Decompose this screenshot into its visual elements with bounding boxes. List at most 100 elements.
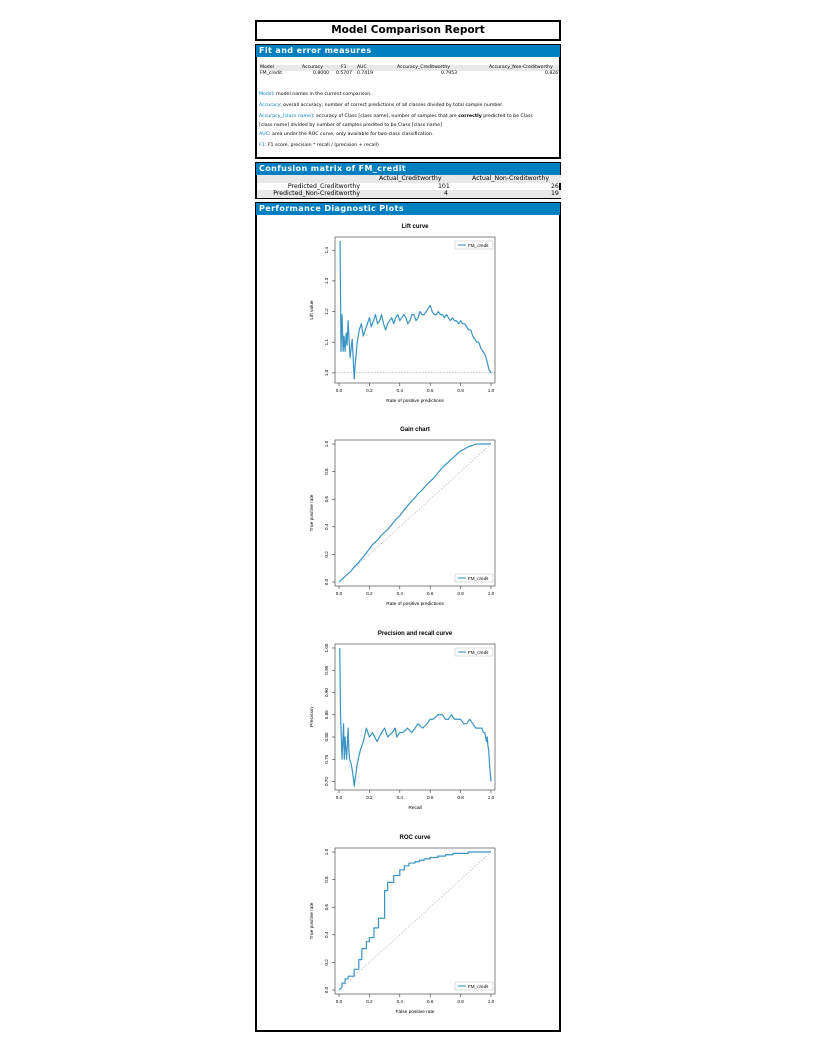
- y-tick-label: 0.90: [324, 688, 329, 697]
- chart-title: Lift curve: [401, 224, 429, 230]
- x-tick-label: 0.8: [457, 999, 464, 1004]
- series-line: [338, 443, 491, 583]
- x-tick-label: 0.2: [366, 999, 373, 1004]
- col-auc: AUC: [357, 65, 367, 70]
- cell-value: 101: [438, 183, 450, 190]
- report-title: Model Comparison Report: [255, 20, 561, 41]
- y-tick-label: 0.75: [324, 754, 329, 763]
- row-label: Predicted_Creditworthy: [287, 183, 360, 190]
- row-label: Predicted_Non-Creditworthy: [273, 190, 360, 197]
- x-tick-label: 0.8: [457, 388, 464, 393]
- x-tick-label: 0.8: [457, 591, 464, 596]
- legend-box: [454, 240, 494, 250]
- x-tick-label: 0.6: [427, 388, 434, 393]
- legend-label: FM_credit: [468, 243, 489, 248]
- y-tick-label: 0.2: [324, 959, 329, 966]
- fit-table-header: Model Accuracy F1 AUC Accuracy_Creditwor…: [259, 65, 559, 71]
- plot-frame: [334, 439, 496, 587]
- diagnostic-plots: Lift curve 0.0 0.2 0.4 0.6 0.8 1.0 1.0 1.1 1.2 1.3…: [309, 224, 496, 1015]
- legend-box: [454, 981, 494, 991]
- x-tick-label: 0.0: [336, 795, 343, 800]
- plot-frame: [334, 236, 496, 384]
- x-tick-label: 0.6: [427, 795, 434, 800]
- y-tick-label: 0.6: [324, 496, 329, 503]
- col-accuracy-creditworthy: Accuracy_Creditworthy: [397, 65, 450, 70]
- cell-value: 26: [551, 183, 559, 190]
- col-accuracy: Accuracy: [302, 65, 323, 70]
- x-tick-label: 0.4: [397, 591, 404, 596]
- table-row: Predicted_Non-Creditworthy 4 19: [257, 190, 561, 198]
- cell-f1: 0.5707: [336, 71, 353, 76]
- y-tick-label: 1.00: [324, 643, 329, 652]
- y-tick-label: 1.0: [324, 848, 329, 855]
- x-tick-label: 0.2: [366, 795, 373, 800]
- x-tick-label: 0.2: [366, 591, 373, 596]
- cell-accuracy-non-creditworthy: 0.8261: [545, 71, 562, 76]
- definition-item: Model: model names in the current compar…: [259, 92, 372, 97]
- reference-line: [338, 443, 492, 583]
- x-tick-label: 0.2: [366, 388, 373, 393]
- y-tick-label: 0.6: [324, 904, 329, 911]
- x-axis-label: False positive rate: [396, 1009, 435, 1015]
- y-tick-label: 0.85: [324, 710, 329, 719]
- confusion-section-heading: Confusion matrix of FM_credit: [255, 162, 561, 175]
- y-tick-label: 1.0: [324, 440, 329, 447]
- y-axis-label: Lift value: [309, 300, 315, 320]
- definition-item: Accuracy_[class name]: accuracy of Class…: [259, 114, 533, 129]
- cell-accuracy: 0.8000: [313, 71, 330, 76]
- x-tick-label: 1.0: [488, 999, 495, 1004]
- series-line: [338, 851, 491, 991]
- legend-box: [454, 647, 494, 657]
- cell-accuracy-creditworthy: 0.7953: [441, 71, 458, 76]
- chart-title: Precision and recall curve: [378, 631, 453, 637]
- y-tick-label: 0.2: [324, 551, 329, 558]
- y-tick-label: 1.4: [324, 247, 329, 254]
- definitions: Model: model names in the current compar…: [259, 90, 559, 151]
- definition-item: F1: F1 score, precision * recall / (prec…: [259, 142, 379, 148]
- x-tick-label: 0.6: [427, 591, 434, 596]
- legend-label: FM_credit: [468, 984, 489, 989]
- x-tick-label: 0.0: [336, 591, 343, 596]
- x-tick-label: 0.0: [336, 388, 343, 393]
- y-tick-label: 0.80: [324, 732, 329, 741]
- x-tick-label: 0.8: [457, 795, 464, 800]
- plots-section: Lift curve 0.0 0.2 0.4 0.6 0.8 1.0 1.0 1.1 1.2 1.3…: [255, 215, 561, 1032]
- definition-item: Accuracy: overall accuracy, number of co…: [259, 102, 504, 108]
- fit-section-heading: Fit and error measures: [255, 44, 561, 57]
- x-axis-label: Rate of positive predictions: [386, 601, 444, 607]
- confusion-matrix: Actual_Creditworthy Actual_Non-Creditwor…: [255, 175, 561, 199]
- definition-item: AUC: area under the ROC curve, only avai…: [259, 132, 434, 138]
- cell-value: 4: [444, 190, 448, 197]
- confusion-header: Actual_Creditworthy Actual_Non-Creditwor…: [257, 175, 561, 183]
- y-tick-label: 0.0: [324, 986, 329, 993]
- col-f1: F1: [341, 65, 347, 70]
- x-tick-label: 0.4: [397, 388, 404, 393]
- cell-auc: 0.7419: [357, 71, 374, 76]
- plot-frame: [334, 643, 496, 791]
- x-axis-label: Recall: [408, 805, 421, 811]
- col-actual-creditworthy: Actual_Creditworthy: [379, 175, 442, 182]
- cell-model: FM_credit: [260, 71, 283, 76]
- y-tick-label: 1.0: [324, 369, 329, 376]
- x-tick-label: 1.0: [488, 795, 495, 800]
- series-line: [339, 647, 492, 787]
- y-axis-label: True positive rate: [309, 902, 315, 939]
- y-tick-label: 0.4: [324, 523, 329, 530]
- y-tick-label: 0.8: [324, 468, 329, 475]
- legend-label: FM_credit: [468, 650, 489, 655]
- table-row: Predicted_Creditworthy 101 26: [257, 183, 561, 191]
- plots-section-heading: Performance Diagnostic Plots: [255, 202, 561, 215]
- reference-line: [338, 851, 492, 991]
- col-model: Model: [260, 65, 274, 70]
- chart-title: Gain chart: [400, 427, 430, 433]
- x-tick-label: 0.0: [336, 999, 343, 1004]
- fit-section: Model Accuracy F1 AUC Accuracy_Creditwor…: [255, 57, 561, 159]
- x-tick-label: 0.4: [397, 795, 404, 800]
- series-line: [339, 240, 492, 380]
- fit-table: Model Accuracy F1 AUC Accuracy_Creditwor…: [259, 65, 562, 77]
- y-tick-label: 0.95: [324, 665, 329, 674]
- y-tick-label: 1.1: [324, 339, 329, 346]
- y-tick-label: 1.2: [324, 308, 329, 315]
- y-tick-label: 0.0: [324, 578, 329, 585]
- chart-title: ROC curve: [399, 835, 431, 841]
